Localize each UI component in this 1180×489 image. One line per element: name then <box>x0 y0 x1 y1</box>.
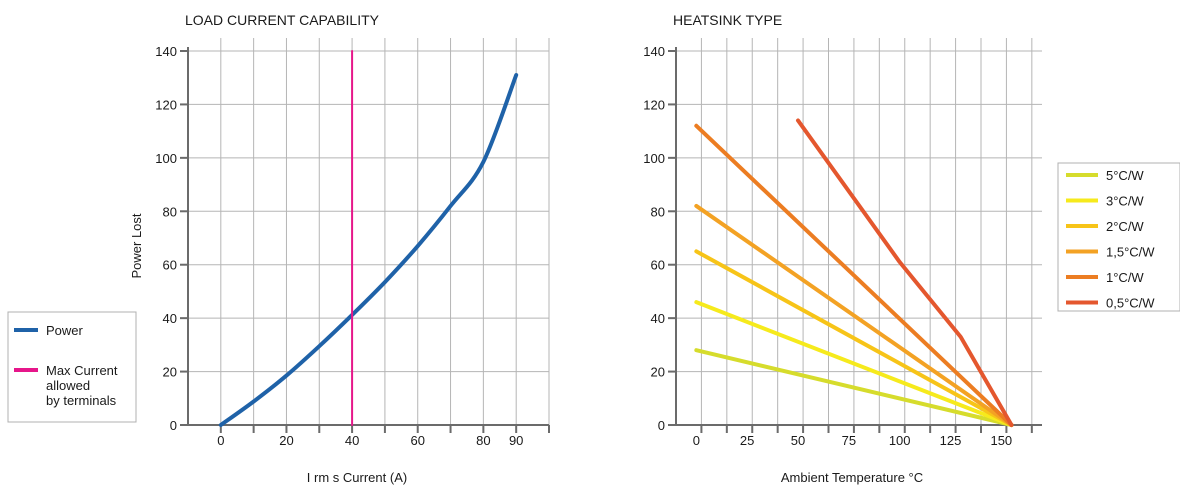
chart-2-series <box>694 118 1014 427</box>
chart-1-x-tick-label: 40 <box>345 433 359 448</box>
chart-1-x-ticks: 0 20 40 60 80 90 <box>217 425 550 448</box>
legend-label-2-c-w: 2°C/W <box>1106 219 1144 234</box>
chart-2-axes <box>668 47 1042 426</box>
chart-2-x-tick-label: 125 <box>940 433 962 448</box>
chart-2-title: HEATSINK TYPE <box>673 12 782 28</box>
chart-2-y-tick-label: 80 <box>651 204 665 219</box>
chart-1-x-axis-label: I rm s Current (A) <box>307 470 407 485</box>
series-line-1-5-c-w <box>694 203 1014 427</box>
chart-2-y-tick-label: 0 <box>658 418 665 433</box>
chart-1-y-tick-label: 0 <box>170 418 177 433</box>
chart-2-grid <box>676 38 1042 425</box>
chart-1-x-tick-label: 80 <box>476 433 490 448</box>
chart-2-x-ticks: 0 25 50 75 100 125 150 <box>693 425 1033 448</box>
chart-heatsink-type: HEATSINK TYPE 0 25 50 75 100 125 150 0 20 40 60 80… <box>643 12 1042 485</box>
legend-label-0-5-c-w: 0,5°C/W <box>1106 296 1155 311</box>
chart-1-legend: Power Max Current allowed by terminals <box>7 311 137 423</box>
chart-1-axes <box>180 47 549 426</box>
chart-1-y-tick-label: 140 <box>155 44 177 59</box>
series-line-2-c-w <box>694 249 1014 427</box>
chart-2-y-tick-label: 100 <box>643 151 665 166</box>
chart-1-y-ticks: 0 20 40 60 80 100 120 140 <box>155 44 188 433</box>
legend-label-1-5-c-w: 1,5°C/W <box>1106 245 1155 260</box>
series-line-1-c-w <box>694 123 1014 427</box>
series-line-power <box>218 73 519 427</box>
legend-label-3-c-w: 3°C/W <box>1106 194 1144 209</box>
chart-2-y-tick-label: 20 <box>651 365 665 380</box>
chart-1-x-tick-label: 90 <box>509 433 523 448</box>
chart-2-x-axis-label: Ambient Temperature °C <box>781 470 923 485</box>
chart-1-title: LOAD CURRENT CAPABILITY <box>185 12 380 28</box>
series-line-5-c-w <box>694 348 1014 427</box>
chart-2-x-tick-label: 50 <box>791 433 805 448</box>
chart-1-y-axis-label: Power Lost <box>129 213 144 278</box>
chart-2-x-tick-label: 0 <box>693 433 700 448</box>
chart-2-x-tick-label: 100 <box>889 433 911 448</box>
chart-2-y-tick-label: 40 <box>651 311 665 326</box>
legend-label-max-current: Max Current allowed by terminals <box>46 363 121 408</box>
chart-2-legend: 5°C/W 3°C/W 2°C/W 1,5°C/W 1°C/W 0,5°C/W <box>1057 162 1180 312</box>
chart-1-x-tick-label: 20 <box>279 433 293 448</box>
chart-2-x-tick-label: 25 <box>740 433 754 448</box>
chart-1-y-tick-label: 40 <box>163 311 177 326</box>
chart-2-y-tick-label: 60 <box>651 258 665 273</box>
legend-label-5-c-w: 5°C/W <box>1106 168 1144 183</box>
chart-1-y-tick-label: 60 <box>163 258 177 273</box>
chart-1-y-tick-label: 100 <box>155 151 177 166</box>
chart-2-legend-box <box>1057 162 1180 312</box>
chart-2-y-ticks: 0 20 40 60 80 100 120 140 <box>643 44 676 433</box>
chart-1-series <box>218 50 519 427</box>
chart-2-y-tick-label: 140 <box>643 44 665 59</box>
legend-label-1-c-w: 1°C/W <box>1106 270 1144 285</box>
chart-1-y-tick-label: 80 <box>163 204 177 219</box>
chart-1-grid <box>188 38 550 425</box>
legend-label-max-current-line-3: by terminals <box>46 393 117 408</box>
chart-1-y-tick-label: 20 <box>163 365 177 380</box>
legend-label-max-current-line-1: Max Current <box>46 363 118 378</box>
chart-1-x-tick-label: 60 <box>410 433 424 448</box>
chart-2-x-tick-label: 75 <box>842 433 856 448</box>
legend-label-power: Power <box>46 323 84 338</box>
chart-2-y-tick-label: 120 <box>643 97 665 112</box>
chart-2-x-tick-label: 150 <box>990 433 1012 448</box>
chart-load-current: LOAD CURRENT CAPABILITY 0 20 40 60 80 90 0 20 4… <box>129 12 550 485</box>
series-line-3-c-w <box>694 300 1014 427</box>
chart-2-legend-items: 5°C/W 3°C/W 2°C/W 1,5°C/W 1°C/W 0,5°C/W <box>1066 168 1155 311</box>
chart-1-y-tick-label: 120 <box>155 97 177 112</box>
series-line-0-5-c-w <box>796 118 1014 427</box>
chart-1-x-tick-label: 0 <box>217 433 224 448</box>
legend-label-max-current-line-2: allowed <box>46 378 90 393</box>
